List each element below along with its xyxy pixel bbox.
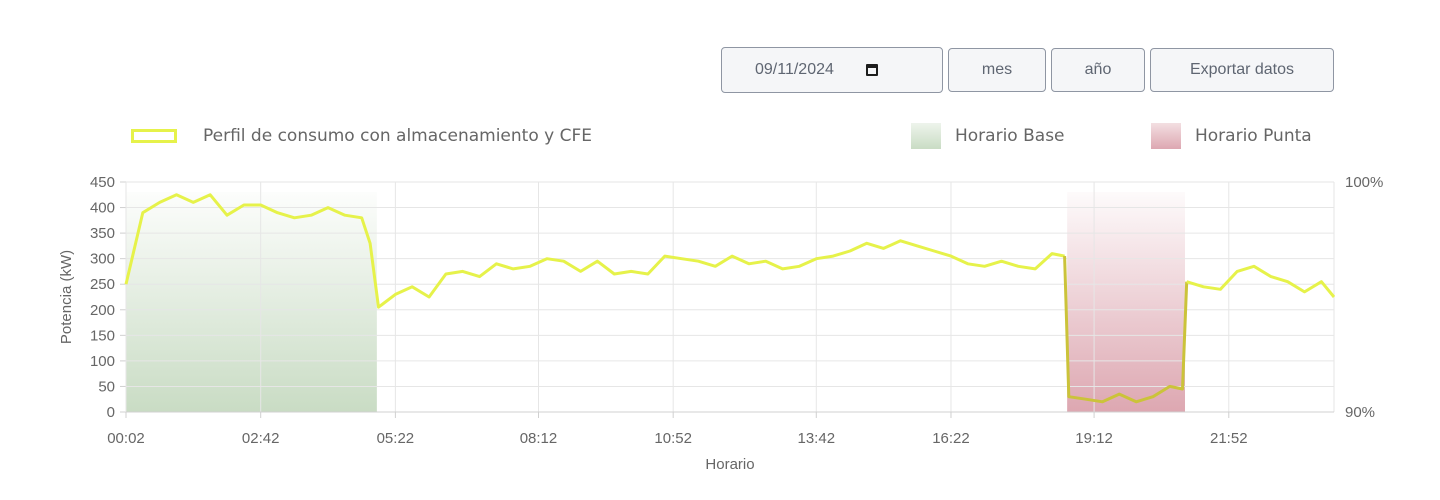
y2-tick-label: 100% xyxy=(1345,174,1383,191)
y-tick-label: 300 xyxy=(90,251,115,268)
y-tick-label: 150 xyxy=(90,327,115,344)
x-tick-label: 10:52 xyxy=(654,430,692,447)
date-picker[interactable]: 09/11/2024 xyxy=(721,47,943,93)
legend-label-punta: Horario Punta xyxy=(1195,126,1312,146)
export-button[interactable]: Exportar datos xyxy=(1150,48,1334,92)
y-tick-label: 400 xyxy=(90,200,115,217)
band-horario-punta xyxy=(1067,192,1185,412)
y-tick-label: 0 xyxy=(107,404,115,421)
y-tick-label: 50 xyxy=(98,378,115,395)
y-tick-label: 100 xyxy=(90,353,115,370)
y-tick-label: 200 xyxy=(90,302,115,319)
legend-item-base[interactable]: Horario Base xyxy=(911,123,1065,149)
y-axis-title: Potencia (kW) xyxy=(58,250,75,344)
legend-label-base: Horario Base xyxy=(955,126,1065,146)
series-line-segment xyxy=(124,193,1065,309)
y2-tick-label: 90% xyxy=(1345,404,1375,421)
year-button[interactable]: año xyxy=(1051,48,1145,92)
y-tick-label: 350 xyxy=(90,225,115,242)
legend-base-swatch xyxy=(911,123,941,149)
legend-item-consumption[interactable]: Perfil de consumo con almacenamiento y C… xyxy=(131,124,592,148)
x-tick-label: 05:22 xyxy=(377,430,415,447)
x-tick-label: 02:42 xyxy=(242,430,280,447)
x-tick-label: 16:22 xyxy=(932,430,970,447)
y-tick-label: 250 xyxy=(90,276,115,293)
series-line-peak-segment xyxy=(1063,256,1189,404)
legend-label-consumption: Perfil de consumo con almacenamiento y C… xyxy=(203,126,592,146)
calendar-icon[interactable] xyxy=(865,64,878,76)
x-axis-title: Horario xyxy=(705,456,754,473)
date-value: 09/11/2024 xyxy=(755,61,834,78)
month-button[interactable]: mes xyxy=(948,48,1046,92)
date-controls: 09/11/2024 mes año Exportar datos xyxy=(721,47,1334,93)
band-horario-base xyxy=(126,192,377,412)
x-tick-label: 13:42 xyxy=(798,430,836,447)
x-tick-label: 21:52 xyxy=(1210,430,1248,447)
y-tick-label: 450 xyxy=(90,174,115,191)
x-tick-label: 19:12 xyxy=(1075,430,1113,447)
legend-item-punta[interactable]: Horario Punta xyxy=(1151,123,1312,149)
legend-punta-swatch xyxy=(1151,123,1181,149)
series-line-segment xyxy=(1186,264,1336,298)
legend-line-swatch xyxy=(131,129,177,143)
x-tick-label: 08:12 xyxy=(520,430,558,447)
x-tick-label: 00:02 xyxy=(107,430,145,447)
